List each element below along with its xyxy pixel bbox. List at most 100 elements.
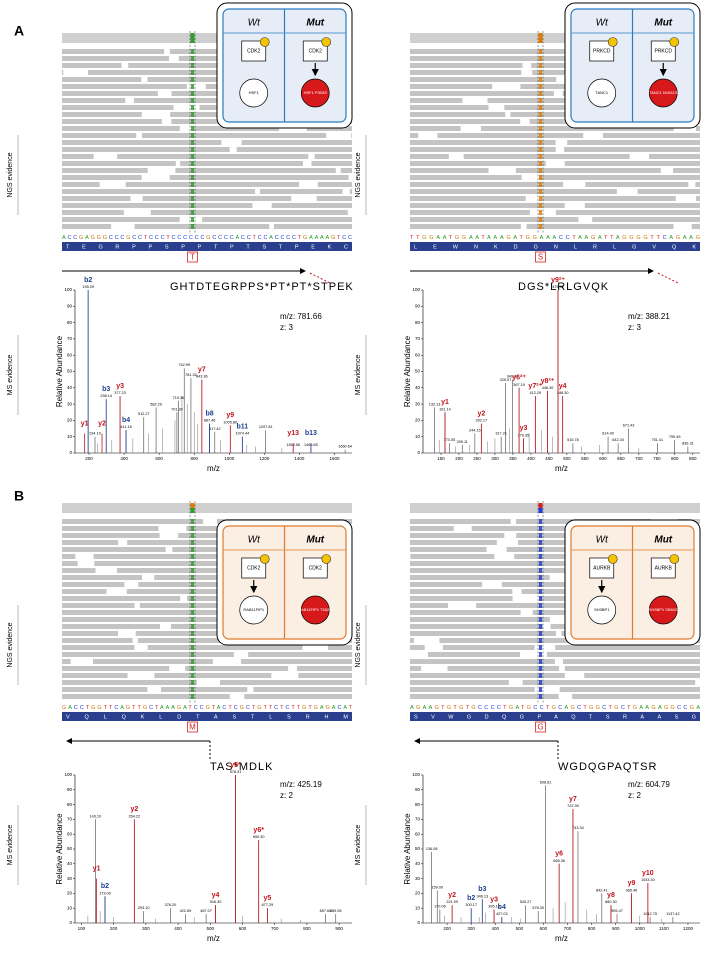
read-mismatch — [191, 119, 194, 124]
peptide: WGDQGPAQTSR — [558, 761, 657, 773]
substrate-name: HSF1 P303S — [304, 90, 328, 95]
read-mismatch — [539, 126, 542, 131]
ion-label: b13 — [305, 430, 317, 437]
coverage-allele — [190, 508, 195, 513]
read-mismatch — [539, 575, 542, 580]
peak-label: 843.36 — [196, 375, 208, 379]
read — [117, 154, 309, 159]
ion-label: y9²⁺ — [551, 277, 565, 284]
peak-label: 671.43 — [623, 424, 635, 428]
read — [487, 98, 631, 103]
read — [555, 645, 700, 650]
read — [88, 70, 228, 75]
read — [62, 589, 107, 594]
read-mismatch — [191, 133, 194, 138]
x-tick-label: 850 — [689, 456, 697, 461]
x-tick-label: 350 — [509, 456, 517, 461]
read — [410, 126, 461, 131]
read — [447, 666, 560, 671]
read-mismatch — [191, 56, 194, 61]
read — [463, 154, 630, 159]
x-tick-label: 1000 — [224, 456, 235, 461]
peak-label: 1137.42 — [666, 912, 679, 916]
phospho-site — [321, 37, 332, 47]
read — [410, 196, 526, 201]
peak-label: 298.14 — [100, 394, 112, 398]
phospho-site — [607, 37, 618, 47]
read — [62, 182, 100, 187]
read — [62, 610, 244, 615]
ion-label: y10 — [642, 870, 654, 877]
kinase-name: CDK2 — [247, 48, 261, 54]
kinase-name: CDK2 — [247, 565, 261, 571]
y-tick-label: 80 — [415, 802, 421, 807]
read — [62, 154, 94, 159]
read — [410, 561, 605, 566]
read-mismatch — [191, 596, 194, 601]
read-mismatch — [191, 694, 194, 699]
read — [691, 224, 700, 229]
peak-label: 578.31 — [230, 770, 242, 774]
mutant-box — [187, 251, 198, 263]
read — [410, 596, 513, 601]
read — [62, 119, 162, 124]
read-mismatch — [191, 84, 194, 89]
y-tick-label: 20 — [67, 891, 73, 896]
y-tick-label: 80 — [67, 802, 73, 807]
y-tick-label: 70 — [67, 817, 73, 822]
read — [410, 645, 425, 650]
peak-label: 1033.40 — [641, 878, 655, 882]
peak-label: 1074.44 — [235, 432, 249, 436]
read-mismatch — [539, 589, 542, 594]
mutant-residue: S — [538, 253, 543, 262]
read — [62, 147, 230, 152]
y-tick-label: 40 — [67, 861, 73, 866]
read — [62, 161, 176, 166]
x-tick-label: 150 — [437, 456, 445, 461]
side-label: NGS evidence — [7, 622, 14, 667]
read-mismatch — [191, 126, 194, 131]
read — [410, 582, 483, 587]
kinase-box — [589, 557, 615, 579]
read — [410, 119, 521, 124]
read — [410, 575, 550, 580]
read-mismatch — [191, 91, 194, 96]
peak-label: 379.35 — [518, 433, 530, 437]
read-mismatch — [539, 203, 542, 208]
ion-label: y6* — [253, 827, 264, 834]
inset-header: Mut — [306, 535, 324, 546]
read — [62, 533, 160, 538]
peak-label: 395.13 — [488, 905, 500, 909]
x-tick-label: 400 — [120, 456, 128, 461]
peak-label: 195.09 — [82, 285, 94, 289]
read-mismatch — [539, 659, 542, 664]
read — [273, 224, 352, 229]
inset-header: Mut — [654, 535, 672, 546]
read — [541, 196, 676, 201]
side-label: MS evidence — [7, 355, 14, 396]
read — [555, 210, 700, 215]
read — [62, 203, 253, 208]
read — [314, 154, 352, 159]
read-mismatch — [539, 666, 542, 671]
protein-track — [62, 242, 352, 251]
peak-label: 751.41 — [652, 438, 664, 442]
read — [515, 168, 661, 173]
read — [585, 182, 689, 187]
read-mismatch — [539, 112, 542, 117]
read — [62, 561, 78, 566]
read — [539, 175, 700, 180]
read-mismatch — [539, 49, 542, 54]
read — [410, 687, 535, 692]
read-mismatch — [191, 70, 194, 75]
read — [567, 140, 700, 145]
y-tick-label: 30 — [67, 401, 73, 406]
read-mismatch — [191, 161, 194, 166]
protein-sequence: SVWGDQGPAQTSRAASG — [414, 714, 696, 720]
read — [410, 203, 565, 208]
side-label: MS evidence — [7, 825, 14, 866]
peak-label: 446.30 — [542, 386, 554, 390]
read-mismatch — [191, 624, 194, 629]
read — [150, 210, 348, 215]
